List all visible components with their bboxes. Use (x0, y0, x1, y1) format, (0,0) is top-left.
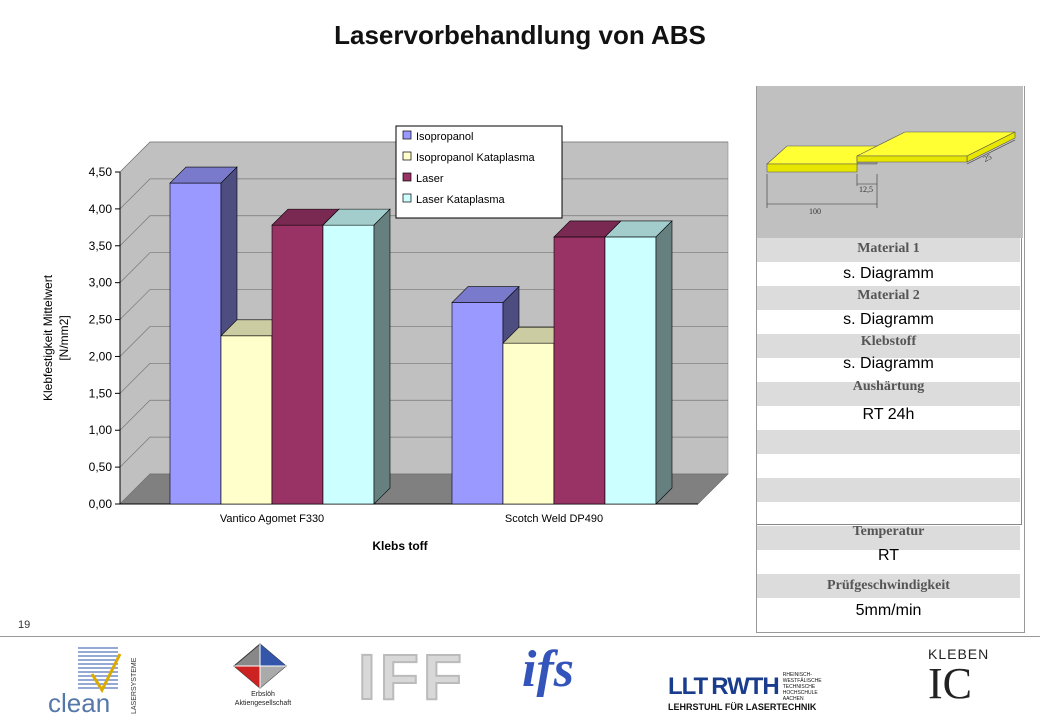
bar-side (655, 220, 673, 505)
legend-box (395, 125, 563, 219)
rwth-subtitle: RHEINISCH- WESTFÄLISCHE TECHNISCHE HOCHS… (782, 672, 822, 702)
llt-text: LLT (668, 673, 708, 700)
dim-100-label: 100 (809, 207, 821, 216)
erbsloh-subtitle: Aktiengesellschaft (234, 700, 292, 707)
bar (451, 302, 504, 505)
kleben-text: KLEBEN (928, 646, 990, 662)
temperature-label: Temperatur (757, 526, 1020, 550)
legend-label: Isopropanol Kataplasma (416, 152, 536, 164)
material-1-label: Material 1 (757, 238, 1020, 262)
ifs-text: ifs (522, 641, 574, 698)
iff-text: IFF (357, 640, 466, 714)
lasersysteme-text: LASERSYSTEME (131, 657, 138, 714)
temperature-value: RT (877, 547, 900, 564)
ifs-logo: ifs (522, 640, 602, 716)
y-tick-label: 0,50 (89, 460, 113, 474)
legend-swatch (402, 151, 412, 161)
y-tick-label: 1,00 (89, 423, 113, 437)
y-axis-unit: [N/mm2] (57, 315, 71, 360)
y-tick-label: 3,00 (89, 276, 113, 290)
y-tick-label: 2,50 (89, 313, 113, 327)
test-speed-value: 5mm/min (855, 602, 922, 619)
dim-12-5-label: 12,5 (859, 185, 873, 194)
erbsloh-name: Erbslöh (251, 691, 275, 698)
material-2-label: Material 2 (757, 286, 1020, 310)
footer-divider (0, 636, 1040, 637)
bar (322, 224, 375, 505)
bar (169, 182, 222, 505)
y-tick-label: 4,00 (89, 202, 113, 216)
y-tick-label: 0,00 (89, 497, 113, 511)
clean-logo-icon: clean LASERSYSTEME (48, 647, 138, 718)
specimen-drawing: 100 12,5 25 (757, 86, 1023, 238)
gridline (119, 289, 728, 320)
x-axis-title: Klebs toff (372, 539, 428, 553)
bar (604, 236, 657, 505)
page-title: Laservorbehandlung von ABS (334, 20, 706, 50)
curing-label: Aushärtung (757, 380, 1020, 406)
test-conditions-panel: 100 12,5 25 Material 1 s. Diagramm Mater… (756, 86, 1025, 633)
adhesive-value: s. Diagramm (843, 355, 934, 372)
legend-swatch (402, 172, 412, 182)
dim-25-label: 25 (982, 152, 993, 164)
empty-row (757, 430, 1020, 454)
bar-chart: 0,00 0,50 1,00 1,50 2,00 2,50 3,00 3,50 4,00 4,50… (41, 125, 729, 553)
bar (553, 236, 606, 505)
rwth-text: RWTH (711, 673, 780, 700)
ic-text: IC (928, 659, 972, 708)
legend-label: Laser (416, 173, 444, 185)
material-2-value: s. Diagramm (843, 311, 934, 328)
y-tick-label: 3,50 (89, 239, 113, 253)
iff-logo: IFF (357, 640, 468, 716)
y-tick-label: 4,50 (89, 165, 113, 179)
legend-label: Isopropanol (416, 131, 474, 143)
kleben-ic-logo: KLEBEN IC (928, 646, 1008, 716)
llt-rwth-logo: LLT RWTH RHEINISCH- WESTFÄLISCHE TECHNIS… (668, 672, 858, 716)
clean-text: clean (48, 688, 110, 716)
curing-value: RT 24h (862, 406, 915, 423)
adhesive-label: Klebstoff (757, 334, 1020, 358)
empty-row (757, 478, 1020, 502)
bar (502, 342, 555, 505)
legend-swatch (402, 130, 412, 140)
llt-subtitle: LEHRSTUHL FÜR LASERTECHNIK (668, 702, 817, 712)
legend-label: Laser Kataplasma (416, 194, 506, 206)
clean-laser-logo: clean LASERSYSTEME (40, 644, 150, 718)
bar (271, 224, 324, 505)
erbsloh-diamond-icon (233, 643, 287, 689)
erbsloh-text: Erbslöh Aktiengesellschaft (218, 690, 308, 708)
y-axis-title: Klebfestigkeit Mittelwert (41, 274, 55, 401)
y-tick-label: 2,00 (89, 349, 113, 363)
lap-shear-specimen-icon: 100 12,5 25 (766, 131, 1016, 216)
legend-swatch (402, 193, 412, 203)
material-1-value: s. Diagramm (843, 265, 934, 282)
erbsloh-logo (228, 642, 292, 690)
page-number: 19 (18, 619, 31, 631)
x-tick-label: Vantico Agomet F330 (220, 513, 324, 525)
x-tick-label: Scotch Weld DP490 (505, 513, 603, 525)
gridline (119, 326, 728, 357)
bar-side (373, 208, 391, 505)
gridline (119, 252, 728, 283)
y-tick-label: 1,50 (89, 386, 113, 400)
bar (220, 335, 273, 505)
test-speed-label: Prüfgeschwindigkeit (757, 574, 1020, 598)
